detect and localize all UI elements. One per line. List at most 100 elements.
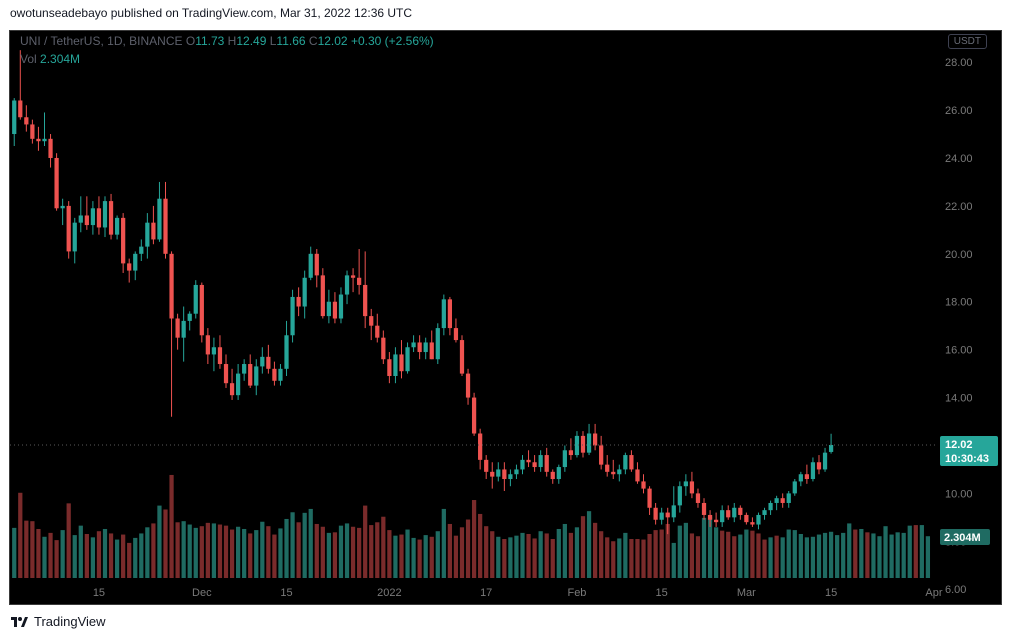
volume-bar — [901, 532, 906, 578]
volume-bar — [302, 512, 307, 578]
candle-body — [538, 455, 543, 468]
candle-body — [211, 347, 217, 355]
x-tick-label: Dec — [192, 587, 212, 599]
volume-bar — [562, 523, 567, 578]
candle-body — [429, 342, 434, 360]
candle-body — [780, 498, 785, 503]
volume-bar — [248, 533, 253, 578]
volume-bar — [278, 528, 283, 578]
volume-bar — [157, 505, 162, 578]
y-tick-label: 20.00 — [945, 249, 973, 261]
volume-bar — [42, 536, 47, 578]
candle-body — [302, 277, 307, 307]
candle-body — [726, 510, 731, 518]
candle-body — [248, 364, 253, 386]
candle-body — [744, 514, 749, 523]
volume-bar — [314, 523, 319, 578]
candle-body — [375, 325, 380, 338]
volume-bar — [919, 525, 924, 578]
volume-bar — [242, 528, 247, 578]
volume-bar — [671, 542, 676, 578]
volume-bar — [665, 523, 670, 578]
volume-bar — [145, 527, 150, 578]
y-tick-label: 28.00 — [945, 57, 973, 69]
volume-bar — [102, 528, 108, 578]
volume-bar — [925, 536, 931, 578]
volume-bar — [266, 526, 271, 578]
candle-body — [810, 462, 816, 480]
volume-bar — [375, 522, 380, 578]
footer: TradingView — [10, 614, 106, 629]
volume-bar — [78, 525, 83, 578]
candle-body — [750, 522, 755, 525]
volume-bar — [804, 537, 810, 578]
volume-bar — [399, 534, 404, 578]
candle-body — [114, 217, 120, 235]
low-label: L — [269, 34, 277, 48]
candle-body — [695, 493, 701, 503]
volume-bar — [623, 532, 628, 578]
candle-body — [320, 275, 325, 317]
candle-body — [387, 359, 392, 376]
candle-body — [526, 459, 531, 463]
candle-body — [804, 474, 810, 480]
chart-panel[interactable]: 28.00 26.00 24.00 22.00 20.00 18.00 16.00 14.00… — [9, 30, 1002, 605]
candle-body — [175, 318, 180, 338]
volume-bar — [762, 539, 767, 578]
candle-body — [653, 507, 658, 520]
candle-body — [102, 201, 108, 228]
candle-body — [60, 205, 65, 209]
volume-badge-value: 2.304M — [944, 532, 981, 544]
y-tick-label: 22.00 — [945, 201, 973, 213]
change-value: +0.30 (+2.56%) — [350, 34, 434, 48]
candle-body — [677, 486, 682, 506]
x-tick-label: Mar — [737, 587, 756, 599]
currency-unit-button[interactable]: USDT — [947, 34, 987, 49]
symbol-title[interactable]: UNI / TetherUS, 1D, BINANCE — [20, 34, 183, 48]
candle-body — [272, 368, 277, 381]
volume-bar — [738, 534, 743, 578]
volume-bar — [490, 531, 495, 578]
volume-bar — [732, 536, 737, 578]
volume-bar — [18, 492, 23, 578]
candle-body — [550, 471, 555, 480]
volume-bar — [883, 526, 888, 578]
volume-bar — [393, 535, 398, 578]
candle-body — [732, 507, 737, 518]
candle-body — [714, 519, 719, 523]
volume-bar — [641, 539, 646, 578]
candle-body — [66, 205, 71, 252]
candle-body — [792, 481, 797, 494]
volume-bar — [611, 541, 616, 578]
volume-bar — [484, 526, 489, 578]
candle-body — [798, 474, 803, 482]
volume-bar — [683, 522, 688, 578]
candle-body — [828, 445, 834, 452]
candle-body — [205, 335, 210, 355]
volume-bar — [121, 534, 126, 578]
high-value: 12.49 — [236, 34, 267, 48]
volume-value: 2.304M — [40, 52, 81, 66]
volume-bar — [871, 533, 876, 578]
candle-body — [520, 459, 525, 470]
volume-label: Vol — [20, 52, 37, 66]
volume-bar — [714, 527, 719, 578]
low-value: 11.66 — [276, 34, 306, 48]
volume-bar — [441, 508, 446, 578]
volume-bar — [629, 539, 634, 578]
volume-bar — [599, 531, 604, 578]
volume-bar — [453, 535, 459, 578]
candle-body — [363, 284, 368, 317]
high-label: H — [227, 34, 237, 48]
volume-bar — [223, 525, 229, 578]
volume-bar — [296, 522, 301, 578]
candle-body — [574, 435, 580, 456]
candle-body — [381, 337, 386, 360]
volume-bar — [181, 521, 186, 578]
candle-body — [568, 450, 574, 456]
candlestick-chart[interactable]: 28.00 26.00 24.00 22.00 20.00 18.00 16.00 14.00… — [10, 31, 1002, 605]
candle-body — [163, 198, 168, 254]
candle-body — [151, 222, 156, 240]
candle-body — [332, 301, 338, 319]
volume-bar — [653, 530, 658, 578]
